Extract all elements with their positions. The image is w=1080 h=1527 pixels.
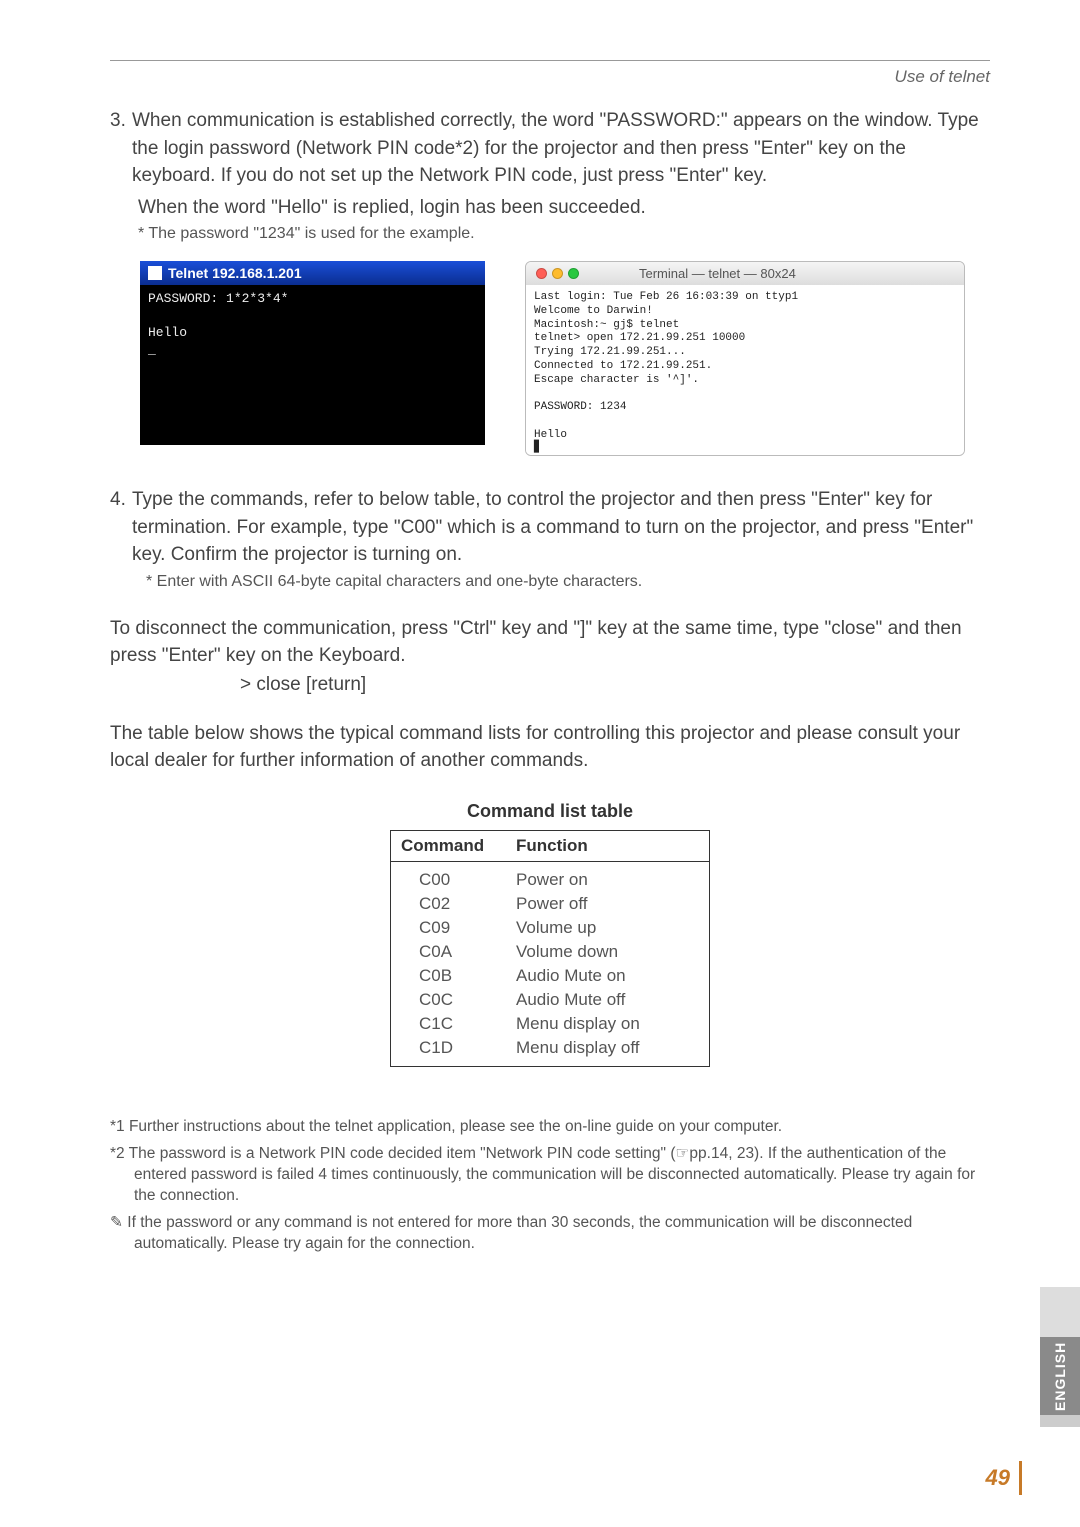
step-3-line2: When the word "Hello" is replied, login … bbox=[110, 194, 990, 222]
fn-cell: Power off bbox=[506, 892, 598, 916]
table-header: Command Function bbox=[391, 831, 709, 862]
command-table: Command Function C00Power onC02Power off… bbox=[390, 830, 710, 1067]
screenshot-row: Telnet 192.168.1.201 PASSWORD: 1*2*3*4* … bbox=[140, 261, 990, 456]
disconnect-para: To disconnect the communication, press "… bbox=[110, 615, 990, 670]
step-3: 3. When communication is established cor… bbox=[110, 107, 990, 190]
table-row: C09Volume up bbox=[391, 916, 709, 940]
fn-cell: Audio Mute on bbox=[506, 964, 636, 988]
header-rule bbox=[110, 60, 990, 61]
close-icon bbox=[536, 268, 547, 279]
traffic-lights bbox=[536, 268, 579, 279]
language-tab: ENGLISH bbox=[1040, 1337, 1080, 1427]
fn-cell: Power on bbox=[506, 868, 598, 892]
step-4-text: Type the commands, refer to below table,… bbox=[132, 486, 990, 569]
step-3-note: * The password "1234" is used for the ex… bbox=[110, 225, 990, 243]
cmd-cell: C0C bbox=[391, 988, 506, 1012]
table-row: C02Power off bbox=[391, 892, 709, 916]
table-row: C0CAudio Mute off bbox=[391, 988, 709, 1012]
mac-titlebar: Terminal — telnet — 80x24 bbox=[526, 262, 964, 285]
step-4-note: * Enter with ASCII 64-byte capital chara… bbox=[110, 573, 990, 591]
fn-cell: Menu display off bbox=[506, 1036, 649, 1060]
windows-titlebar: Telnet 192.168.1.201 bbox=[140, 261, 485, 285]
col-function: Function bbox=[506, 831, 598, 861]
step-4: 4. Type the commands, refer to below tab… bbox=[110, 486, 990, 569]
page-num-bar bbox=[1019, 1461, 1022, 1495]
table-row: C1DMenu display off bbox=[391, 1036, 709, 1060]
footnote-1: *1 Further instructions about the telnet… bbox=[110, 1117, 990, 1138]
mac-title-text: Terminal — telnet — 80x24 bbox=[639, 266, 796, 281]
table-row: C0BAudio Mute on bbox=[391, 964, 709, 988]
footnote-2: *2 The password is a Network PIN code de… bbox=[110, 1144, 990, 1207]
step-4-num: 4. bbox=[110, 486, 132, 569]
table-row: C0AVolume down bbox=[391, 940, 709, 964]
cmd-cell: C1C bbox=[391, 1012, 506, 1036]
close-command: > close [return] bbox=[110, 674, 990, 696]
telnet-icon bbox=[148, 266, 162, 280]
col-command: Command bbox=[391, 831, 506, 861]
side-gray-block bbox=[1040, 1287, 1080, 1337]
cmd-cell: C02 bbox=[391, 892, 506, 916]
step-3-text: When communication is established correc… bbox=[132, 107, 990, 190]
cmd-cell: C0A bbox=[391, 940, 506, 964]
mac-terminal-window: Terminal — telnet — 80x24 Last login: Tu… bbox=[525, 261, 965, 456]
table-row: C1CMenu display on bbox=[391, 1012, 709, 1036]
cmd-cell: C09 bbox=[391, 916, 506, 940]
cmd-cell: C1D bbox=[391, 1036, 506, 1060]
mac-terminal-body: Last login: Tue Feb 26 16:03:39 on ttyp1… bbox=[526, 285, 964, 455]
cmd-cell: C0B bbox=[391, 964, 506, 988]
cmd-cell: C00 bbox=[391, 868, 506, 892]
windows-telnet-window: Telnet 192.168.1.201 PASSWORD: 1*2*3*4* … bbox=[140, 261, 485, 456]
header-section: Use of telnet bbox=[110, 67, 990, 87]
footnote-3: ✎ If the password or any command is not … bbox=[110, 1213, 990, 1255]
fn-cell: Volume down bbox=[506, 940, 628, 964]
fn-cell: Volume up bbox=[506, 916, 606, 940]
footnotes: *1 Further instructions about the telnet… bbox=[110, 1117, 990, 1255]
table-row: C00Power on bbox=[391, 868, 709, 892]
step-3-num: 3. bbox=[110, 107, 132, 190]
zoom-icon bbox=[568, 268, 579, 279]
command-table-title: Command list table bbox=[110, 801, 990, 822]
table-intro: The table below shows the typical comman… bbox=[110, 720, 990, 775]
fn-cell: Audio Mute off bbox=[506, 988, 635, 1012]
fn-cell: Menu display on bbox=[506, 1012, 650, 1036]
minimize-icon bbox=[552, 268, 563, 279]
table-body: C00Power onC02Power offC09Volume upC0AVo… bbox=[391, 862, 709, 1066]
windows-title-text: Telnet 192.168.1.201 bbox=[168, 265, 302, 281]
windows-terminal-body: PASSWORD: 1*2*3*4* Hello _ bbox=[140, 285, 485, 445]
page-number: 49 bbox=[986, 1465, 1010, 1491]
